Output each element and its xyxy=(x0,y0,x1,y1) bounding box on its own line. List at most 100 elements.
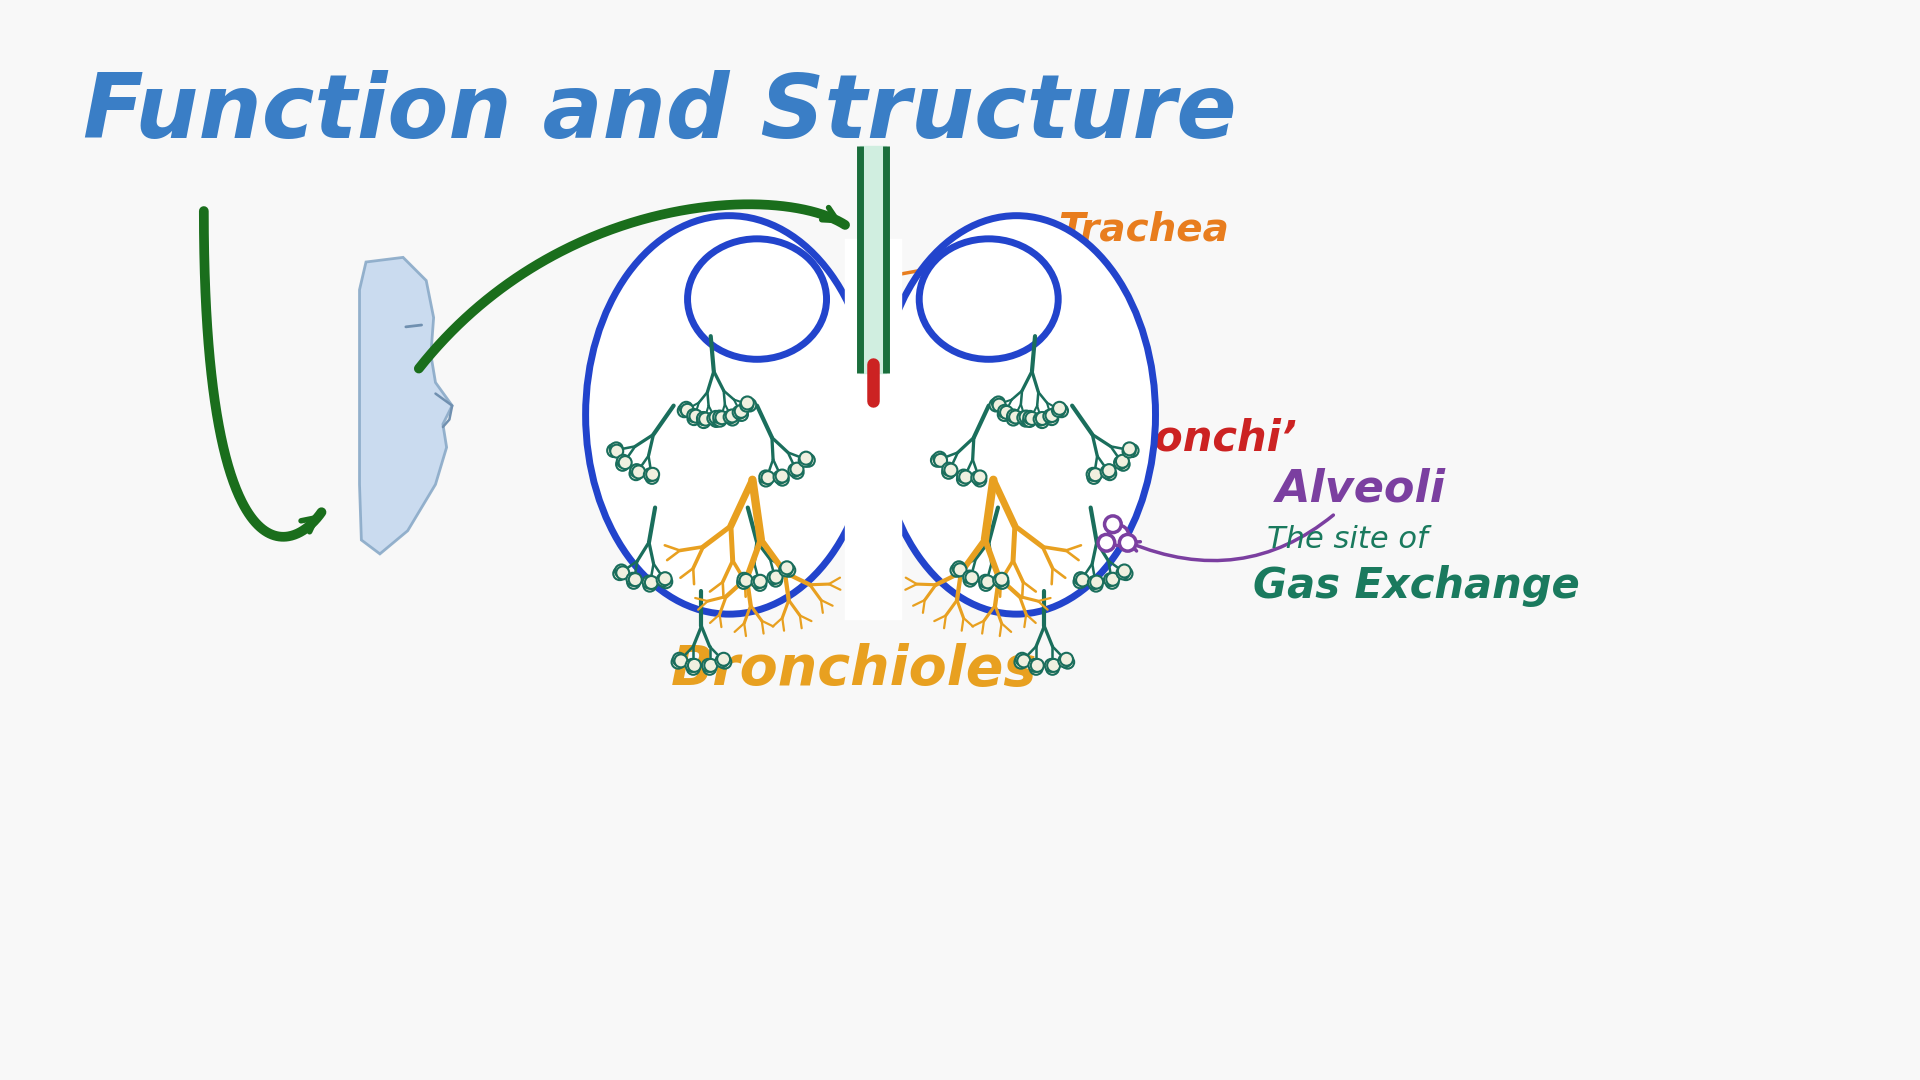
Circle shape xyxy=(799,454,812,467)
Circle shape xyxy=(643,576,655,589)
Circle shape xyxy=(1044,659,1058,672)
Circle shape xyxy=(699,413,712,426)
Circle shape xyxy=(966,571,979,584)
Circle shape xyxy=(1106,576,1119,589)
Circle shape xyxy=(630,468,643,481)
Circle shape xyxy=(1087,471,1100,484)
Circle shape xyxy=(993,573,1006,586)
Text: Trachea: Trachea xyxy=(893,211,1229,275)
Circle shape xyxy=(628,573,641,586)
Circle shape xyxy=(958,470,970,483)
Circle shape xyxy=(737,572,751,585)
Circle shape xyxy=(776,470,789,483)
Circle shape xyxy=(768,571,780,584)
Circle shape xyxy=(1104,573,1117,586)
Circle shape xyxy=(1000,406,1014,419)
Circle shape xyxy=(943,462,956,475)
Circle shape xyxy=(973,473,987,486)
Circle shape xyxy=(972,471,985,484)
Circle shape xyxy=(1058,654,1071,667)
Circle shape xyxy=(993,399,1006,411)
Circle shape xyxy=(1054,404,1068,417)
Circle shape xyxy=(616,566,630,579)
Circle shape xyxy=(1023,414,1037,427)
Circle shape xyxy=(762,471,774,484)
Circle shape xyxy=(1016,652,1029,665)
Circle shape xyxy=(954,564,966,577)
Circle shape xyxy=(1035,411,1048,424)
Circle shape xyxy=(703,662,716,675)
Circle shape xyxy=(1046,409,1058,422)
Circle shape xyxy=(760,473,772,486)
Circle shape xyxy=(998,405,1012,418)
Circle shape xyxy=(716,411,728,424)
Circle shape xyxy=(716,654,728,667)
Circle shape xyxy=(973,471,987,484)
Circle shape xyxy=(960,471,972,484)
Circle shape xyxy=(1075,573,1089,586)
Circle shape xyxy=(1123,443,1137,456)
Circle shape xyxy=(685,659,699,672)
Ellipse shape xyxy=(920,239,1058,360)
Circle shape xyxy=(659,572,672,585)
Circle shape xyxy=(933,451,947,464)
Circle shape xyxy=(630,464,643,477)
Circle shape xyxy=(945,463,958,476)
Circle shape xyxy=(726,409,739,422)
Circle shape xyxy=(724,410,737,423)
Circle shape xyxy=(1089,469,1102,482)
Circle shape xyxy=(687,413,701,426)
Circle shape xyxy=(1006,413,1020,426)
Circle shape xyxy=(1020,414,1033,427)
Circle shape xyxy=(1106,572,1119,585)
Circle shape xyxy=(657,573,670,586)
Circle shape xyxy=(708,410,722,423)
Circle shape xyxy=(659,576,672,589)
Circle shape xyxy=(1044,413,1058,426)
Circle shape xyxy=(1046,662,1060,675)
Text: Function and Structure: Function and Structure xyxy=(83,70,1236,158)
Text: The site of: The site of xyxy=(1267,526,1427,554)
Circle shape xyxy=(687,409,701,422)
Circle shape xyxy=(687,662,699,675)
Circle shape xyxy=(1119,567,1133,580)
Circle shape xyxy=(1029,662,1043,675)
Circle shape xyxy=(776,473,789,486)
Circle shape xyxy=(1117,565,1131,578)
Circle shape xyxy=(803,454,814,467)
Circle shape xyxy=(703,659,714,672)
Circle shape xyxy=(714,414,726,427)
Circle shape xyxy=(950,564,964,577)
Circle shape xyxy=(755,575,766,588)
Ellipse shape xyxy=(687,239,826,360)
Circle shape xyxy=(758,471,772,484)
Circle shape xyxy=(726,413,739,426)
Circle shape xyxy=(687,659,701,672)
Circle shape xyxy=(753,578,766,591)
Circle shape xyxy=(964,570,975,583)
Circle shape xyxy=(1087,468,1100,481)
Circle shape xyxy=(1046,659,1060,672)
Circle shape xyxy=(791,462,803,475)
Circle shape xyxy=(643,579,657,592)
Circle shape xyxy=(1033,413,1046,426)
Circle shape xyxy=(1043,409,1056,422)
Circle shape xyxy=(933,454,947,467)
Circle shape xyxy=(611,445,624,458)
Circle shape xyxy=(931,454,945,467)
Circle shape xyxy=(799,451,812,464)
Circle shape xyxy=(618,456,632,469)
Text: Bronchioles: Bronchioles xyxy=(672,643,1037,697)
Circle shape xyxy=(616,458,630,471)
Circle shape xyxy=(712,410,726,423)
Circle shape xyxy=(705,659,718,672)
Circle shape xyxy=(632,465,645,478)
Circle shape xyxy=(741,396,755,409)
Circle shape xyxy=(607,444,620,457)
Circle shape xyxy=(770,573,781,586)
Circle shape xyxy=(707,411,720,424)
Circle shape xyxy=(643,469,657,482)
Circle shape xyxy=(1098,535,1116,551)
Text: ‘Bronchi’: ‘Bronchi’ xyxy=(1087,417,1296,459)
Circle shape xyxy=(645,576,659,589)
